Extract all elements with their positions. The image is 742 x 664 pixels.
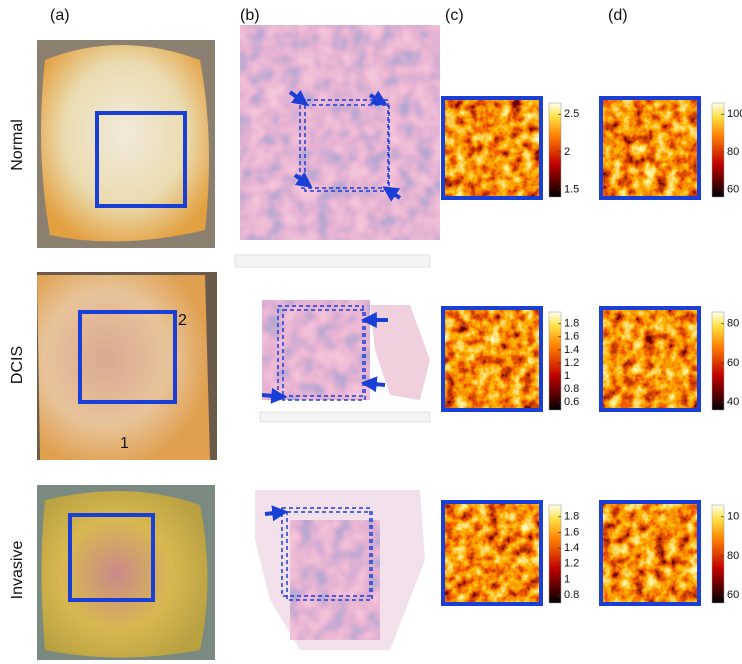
scale-ruler — [260, 412, 430, 422]
colorbar — [549, 312, 561, 410]
row-label: Normal — [9, 119, 26, 171]
colorbar — [549, 103, 561, 197]
colorbar — [712, 505, 724, 603]
annotation: 1 — [120, 435, 129, 452]
colorbar-tick-label: 1.6 — [564, 526, 579, 538]
heatmap — [601, 308, 699, 410]
panel-label: (d) — [608, 7, 628, 24]
colorbar-tick-label: 2 — [564, 146, 570, 158]
panel-label: (b) — [240, 7, 260, 24]
colorbar-tick-label: 0.6 — [564, 396, 579, 408]
colorbar-tick-label: 1.2 — [564, 357, 579, 369]
colorbar-tick-label: 80 — [727, 550, 739, 562]
colorbar-tick-label: 10 — [727, 511, 739, 523]
colorbar-tick-label: 1.6 — [564, 331, 579, 343]
colorbar-tick-label: 100 — [727, 108, 742, 120]
colorbar-tick-label: 1.5 — [564, 183, 579, 195]
row-label: DCIS — [9, 346, 26, 384]
colorbar-tick-label: 0.8 — [564, 383, 579, 395]
arrow — [364, 383, 385, 385]
arrow — [262, 395, 284, 397]
colorbar-tick-label: 1.2 — [564, 558, 579, 570]
colorbar-tick-label: 1.8 — [564, 511, 579, 523]
colorbar — [712, 103, 724, 197]
arrow — [265, 512, 285, 514]
annotation: 2 — [178, 312, 187, 329]
colorbar-tick-label: 60 — [727, 589, 739, 601]
colorbar-tick-label: 1 — [564, 370, 570, 382]
figure: (a) (b) (c) (d) Normal DCIS Invasive 1 2 — [0, 0, 742, 664]
colorbar-tick-label: 60 — [727, 357, 739, 369]
colorbar — [712, 312, 724, 410]
colorbar-tick-label: 0.8 — [564, 589, 579, 601]
colorbar-tick-label: 60 — [727, 183, 739, 195]
tissue-photo — [37, 275, 210, 460]
colorbar-tick-label: 1.8 — [564, 318, 579, 330]
colorbar-tick-label: 1 — [564, 573, 570, 585]
panel-label: (c) — [445, 7, 464, 24]
heatmap — [443, 98, 541, 198]
heatmap — [443, 502, 541, 604]
histology — [262, 300, 370, 400]
colorbar-tick-label: 40 — [727, 396, 739, 408]
colorbar — [549, 505, 561, 603]
row-label: Invasive — [9, 541, 26, 600]
scale-ruler — [235, 255, 430, 267]
heatmap — [601, 98, 699, 198]
panel-label: (a) — [50, 7, 70, 24]
colorbar-tick-label: 80 — [727, 146, 739, 158]
colorbar-tick-label: 80 — [727, 318, 739, 330]
colorbar-tick-label: 1.4 — [564, 542, 579, 554]
heatmap — [443, 308, 541, 410]
colorbar-tick-label: 2.5 — [564, 108, 579, 120]
heatmap — [601, 502, 699, 604]
histology — [240, 25, 440, 240]
colorbar-tick-label: 1.4 — [564, 344, 579, 356]
